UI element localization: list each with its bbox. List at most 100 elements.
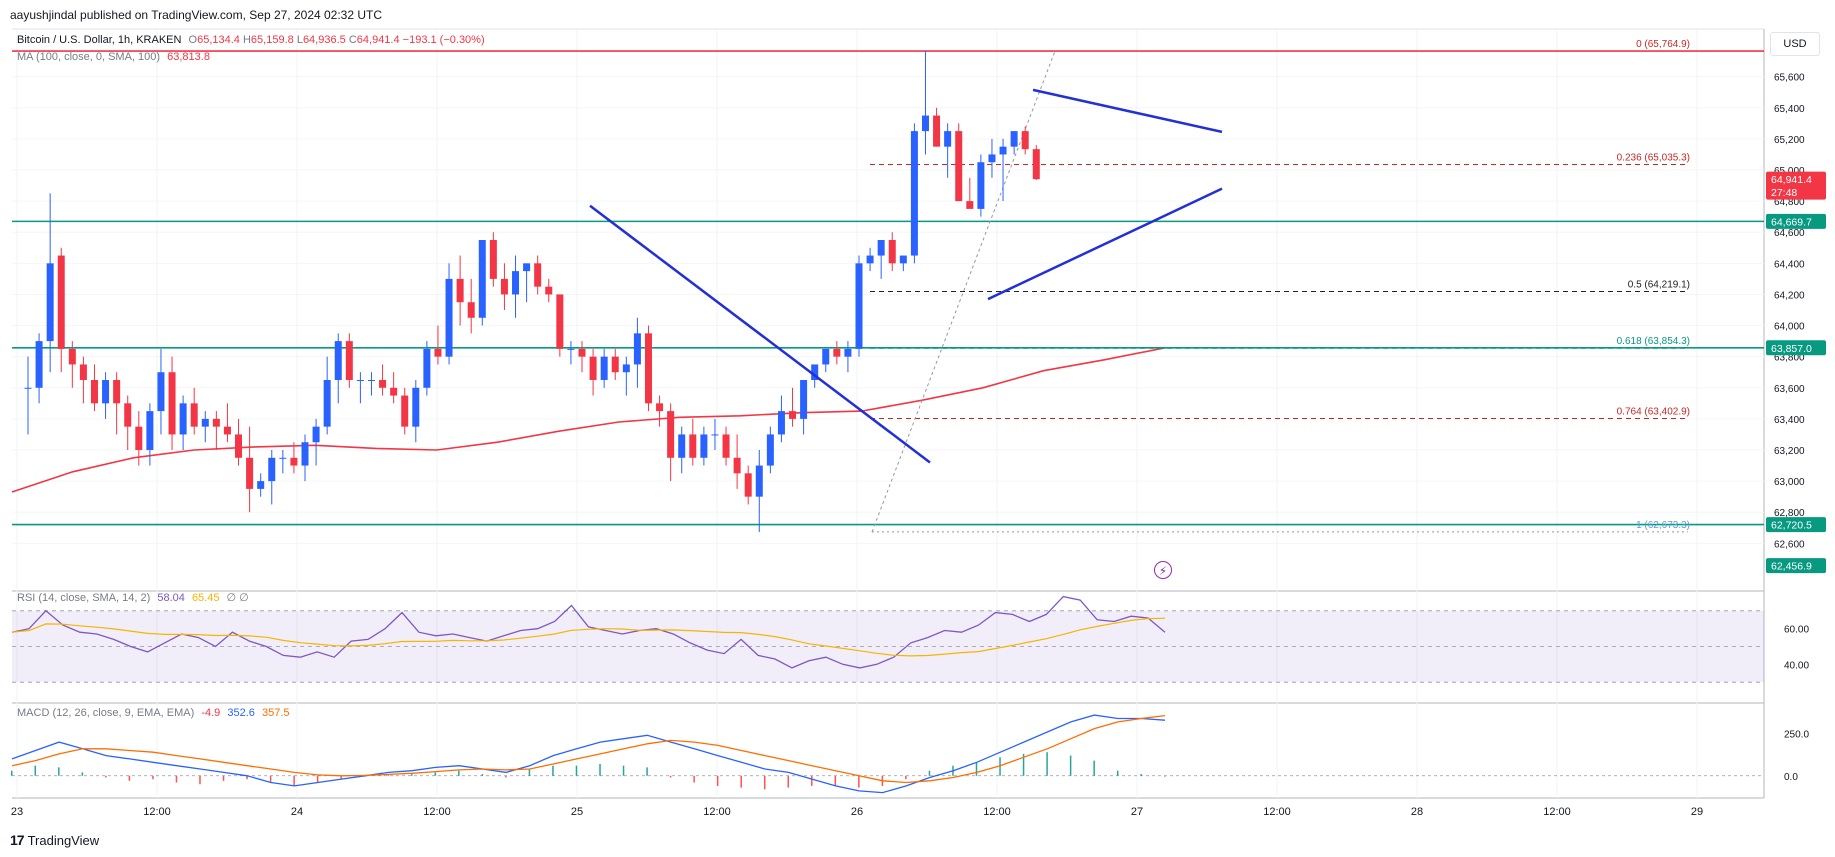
falling-trendline bbox=[589, 204, 931, 464]
candle-body bbox=[500, 278, 508, 295]
price-tick-label: 63,600 bbox=[1774, 384, 1805, 395]
candle-body bbox=[999, 146, 1007, 155]
macd-histogram-bar bbox=[928, 770, 931, 776]
candle-body bbox=[667, 411, 675, 458]
candle-body bbox=[190, 403, 198, 427]
change-value: −193.1 (−0.30%) bbox=[402, 34, 485, 46]
candle-body bbox=[556, 294, 564, 349]
macd-signal-value: 357.5 bbox=[261, 707, 290, 719]
rsi-value: 58.04 bbox=[157, 592, 185, 604]
candle-body bbox=[179, 403, 187, 435]
price-tick-label: 62,800 bbox=[1774, 508, 1805, 519]
macd-histogram-bar bbox=[81, 772, 84, 776]
candle-body bbox=[811, 364, 819, 380]
price-tick-label: 65,400 bbox=[1774, 104, 1805, 115]
macd-histogram-bar bbox=[105, 775, 107, 778]
candle-body bbox=[68, 348, 76, 365]
macd-histogram-bar bbox=[11, 770, 13, 776]
candle-body bbox=[113, 380, 121, 404]
candle-body bbox=[90, 380, 98, 404]
candle-body bbox=[334, 341, 342, 380]
candle-body bbox=[789, 411, 797, 419]
tradingview-logo-icon: 17 bbox=[10, 832, 25, 848]
candle-body bbox=[157, 372, 165, 412]
candle-body bbox=[390, 387, 398, 396]
macd-histogram-bar bbox=[128, 775, 131, 781]
candle-body bbox=[168, 372, 176, 435]
fib-label: 0.5 (64,219.1) bbox=[1628, 279, 1690, 290]
candle-body bbox=[534, 263, 542, 287]
price-badge-label: 62,720.5 bbox=[1771, 520, 1812, 532]
fib-label: 0.618 (63,854.3) bbox=[1617, 336, 1690, 347]
candle-body bbox=[800, 380, 808, 419]
macd-histogram-bar bbox=[505, 775, 507, 778]
candle-body bbox=[656, 403, 664, 412]
candle-body bbox=[445, 278, 453, 357]
candle-body bbox=[545, 286, 553, 295]
fib-label: 0 (65,764.9) bbox=[1636, 39, 1690, 50]
macd-histogram-bar bbox=[411, 774, 413, 776]
currency-button[interactable]: USD bbox=[1770, 32, 1820, 56]
rsi-sma-line bbox=[11, 617, 1166, 657]
brand-name: TradingView bbox=[27, 832, 100, 848]
main-legend: Bitcoin / U.S. Dollar, 1h, KRAKEN O65,13… bbox=[17, 34, 485, 46]
symbol-title[interactable]: Bitcoin / U.S. Dollar, 1h, KRAKEN bbox=[17, 34, 182, 46]
candle-body bbox=[611, 356, 619, 373]
macd-histogram-bar bbox=[1116, 770, 1119, 776]
x-tick-label: 23 bbox=[11, 806, 23, 818]
rsi-legend[interactable]: RSI (14, close, SMA, 14, 2) 58.04 65.45 … bbox=[17, 591, 249, 604]
macd-histogram-bar bbox=[481, 774, 484, 776]
candle-body bbox=[367, 380, 375, 381]
x-tick-label: 12:00 bbox=[1263, 806, 1291, 818]
close-value: 64,941.4 bbox=[356, 34, 400, 46]
price-badge-label: 64,669.7 bbox=[1771, 216, 1812, 228]
candle-body bbox=[146, 411, 154, 450]
candle-body bbox=[478, 240, 486, 318]
macd-histogram-bar bbox=[528, 769, 531, 776]
price-tick-label: 63,400 bbox=[1774, 415, 1805, 426]
candle-body bbox=[257, 481, 265, 489]
macd-histogram-bar bbox=[552, 765, 554, 776]
price-tick-label: 63,000 bbox=[1774, 477, 1805, 488]
candle-body bbox=[600, 356, 608, 380]
candle-body bbox=[777, 411, 785, 435]
rsi-tick-label: 60.00 bbox=[1784, 625, 1809, 636]
price-tick-label: 64,200 bbox=[1774, 290, 1805, 301]
ma-legend[interactable]: MA (100, close, 0, SMA, 100) 63,813.8 bbox=[17, 51, 210, 63]
macd-hist-value: -4.9 bbox=[201, 707, 221, 719]
x-tick-label: 12:00 bbox=[143, 806, 171, 818]
candle-body bbox=[1010, 131, 1018, 147]
candle-body bbox=[700, 434, 708, 458]
tradingview-brand[interactable]: 17 TradingView bbox=[10, 832, 99, 848]
candle-body bbox=[124, 403, 132, 427]
candle-body bbox=[268, 457, 276, 482]
rsi-label: RSI (14, close, SMA, 14, 2) bbox=[17, 592, 151, 604]
macd-histogram-bar bbox=[1140, 774, 1142, 776]
rsi-sma-value: 65.45 bbox=[191, 592, 220, 604]
candle-body bbox=[833, 348, 841, 357]
price-tick-label: 64,400 bbox=[1774, 259, 1805, 270]
lightning-icon[interactable]: ⚡ bbox=[1154, 561, 1172, 579]
candle-body bbox=[235, 434, 243, 458]
countdown-label: 27:48 bbox=[1771, 187, 1797, 199]
candle-body bbox=[201, 418, 209, 427]
macd-histogram-bar bbox=[58, 767, 60, 776]
macd-value: 352.6 bbox=[227, 707, 255, 719]
macd-histogram-bar bbox=[387, 774, 389, 776]
price-tick-label: 64,600 bbox=[1774, 228, 1805, 239]
candle-body bbox=[379, 380, 387, 388]
candle-body bbox=[212, 418, 220, 427]
candle-body bbox=[1032, 149, 1040, 180]
candle-body bbox=[301, 442, 309, 466]
candle-body bbox=[467, 302, 475, 318]
candle-body bbox=[910, 131, 918, 256]
price-badge bbox=[1766, 171, 1826, 200]
macd-legend[interactable]: MACD (12, 26, close, 9, EMA, EMA) -4.9 3… bbox=[17, 707, 290, 719]
ma-value: 63,813.8 bbox=[167, 51, 210, 63]
macd-signal-line bbox=[11, 714, 1166, 784]
candle-body bbox=[866, 255, 874, 264]
open-value: 65,134.4 bbox=[197, 34, 240, 46]
price-tick-label: 62,600 bbox=[1774, 539, 1805, 550]
triangle-lower-trendline bbox=[987, 187, 1223, 301]
